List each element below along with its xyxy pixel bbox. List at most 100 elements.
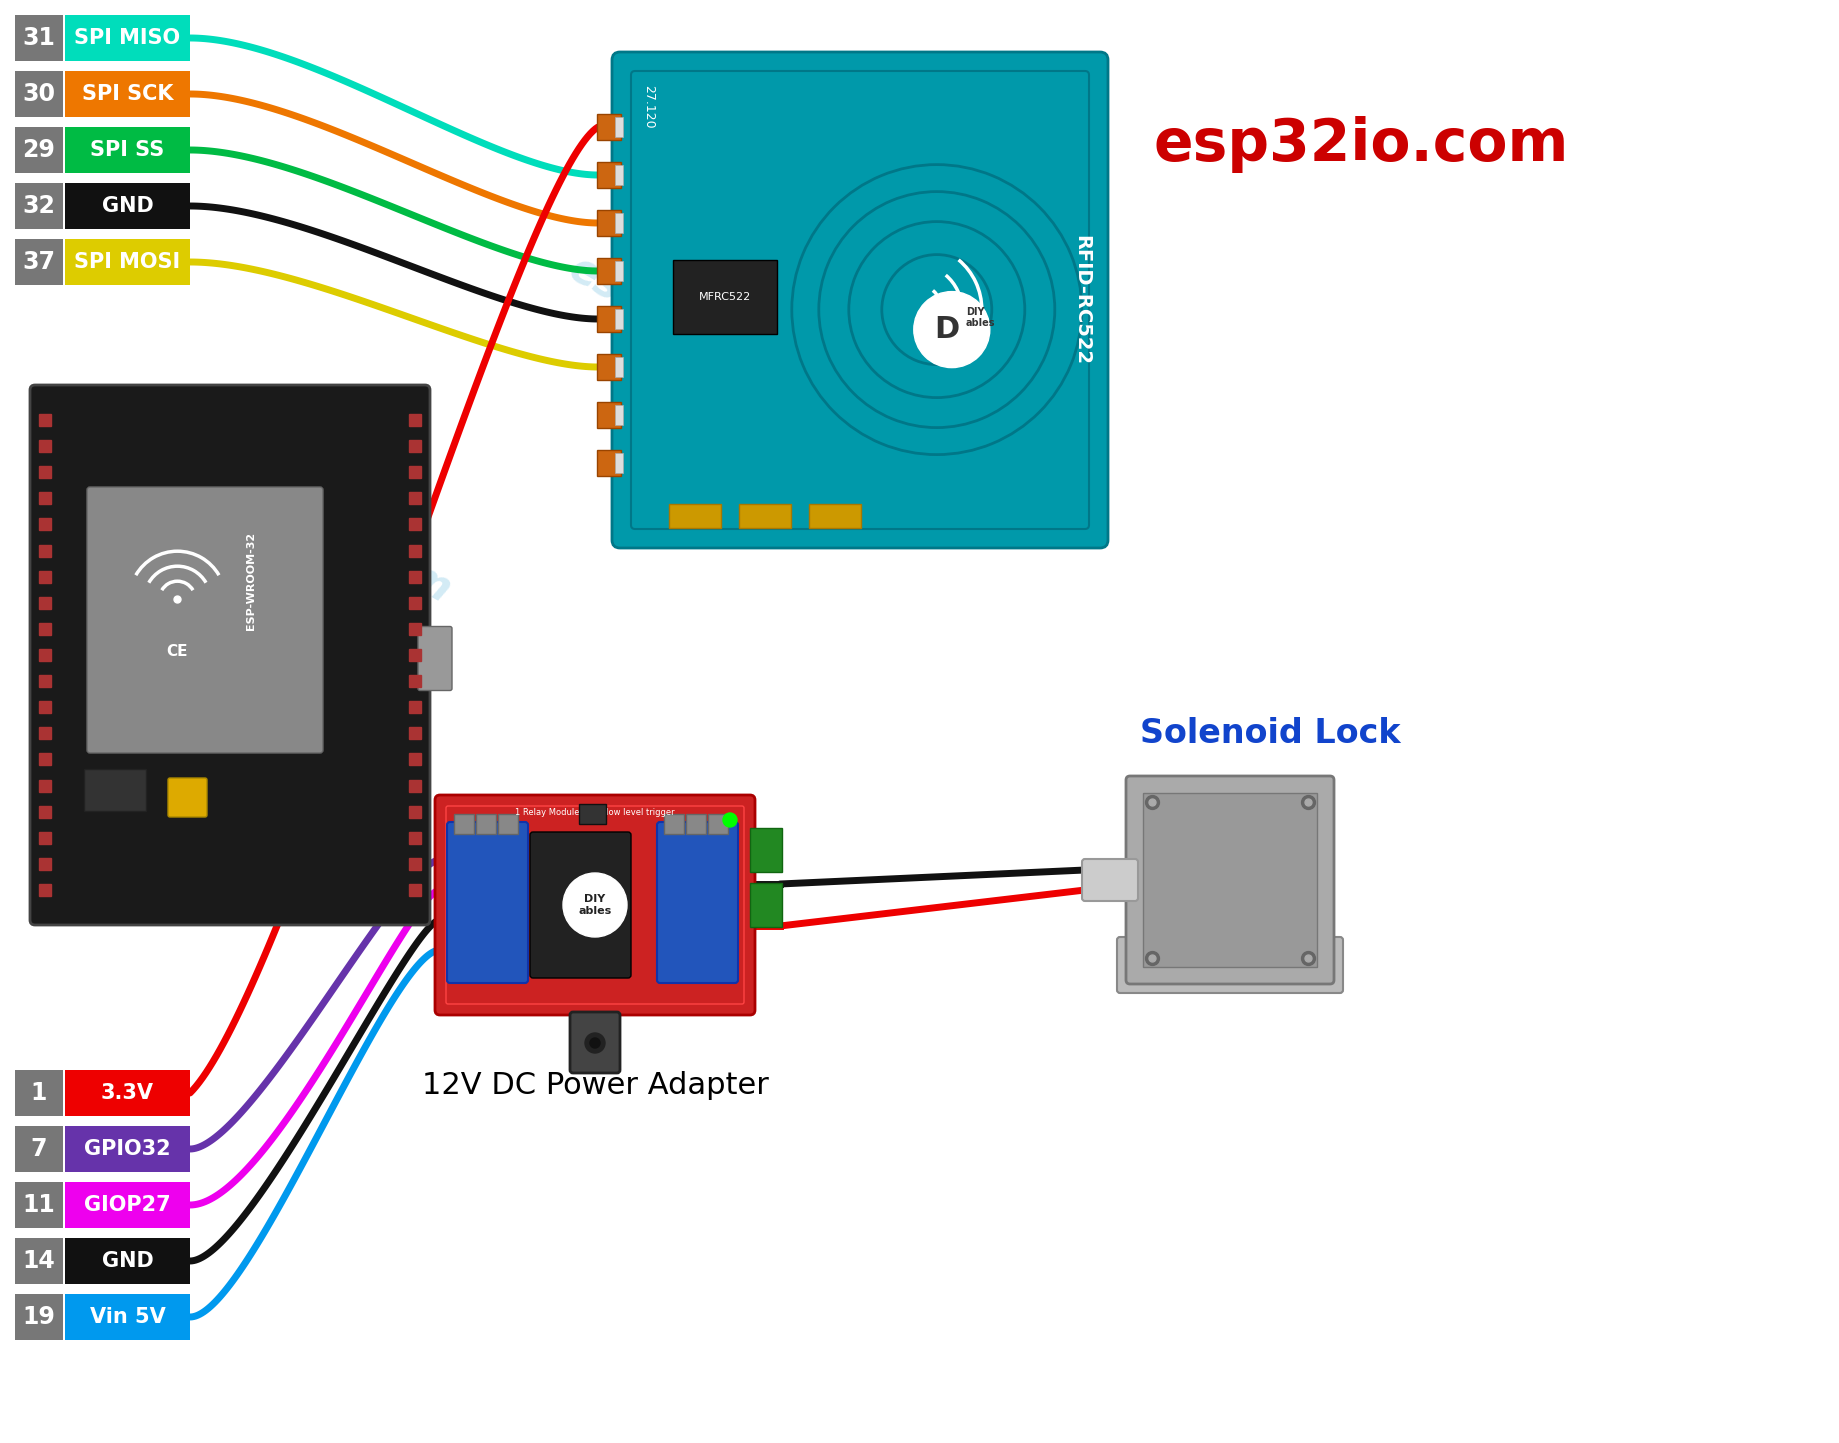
FancyBboxPatch shape [498, 814, 519, 834]
FancyBboxPatch shape [1116, 937, 1342, 993]
FancyBboxPatch shape [64, 1126, 189, 1172]
FancyBboxPatch shape [614, 309, 623, 329]
Text: SPI MISO: SPI MISO [74, 27, 180, 48]
Text: GND: GND [101, 1251, 153, 1271]
Text: GPIO32: GPIO32 [85, 1139, 171, 1159]
FancyBboxPatch shape [750, 883, 782, 926]
Text: Vin 5V: Vin 5V [90, 1307, 166, 1328]
Text: 7: 7 [31, 1137, 48, 1162]
FancyBboxPatch shape [29, 385, 430, 925]
FancyBboxPatch shape [614, 453, 623, 473]
Text: esp32io.com: esp32io.com [561, 248, 839, 433]
FancyBboxPatch shape [669, 504, 721, 528]
FancyBboxPatch shape [15, 71, 63, 117]
FancyBboxPatch shape [15, 1126, 63, 1172]
FancyBboxPatch shape [64, 240, 189, 286]
Text: 19: 19 [22, 1304, 55, 1329]
Text: RFID-RC522: RFID-RC522 [1072, 235, 1091, 365]
FancyBboxPatch shape [64, 1071, 189, 1115]
FancyBboxPatch shape [64, 1182, 189, 1228]
FancyBboxPatch shape [64, 183, 189, 229]
FancyBboxPatch shape [15, 1294, 63, 1341]
FancyBboxPatch shape [614, 117, 623, 137]
FancyBboxPatch shape [434, 795, 754, 1014]
Circle shape [723, 812, 737, 827]
Text: 1 Relay Module  high/low level trigger: 1 Relay Module high/low level trigger [515, 808, 675, 817]
Text: SPI SS: SPI SS [90, 140, 164, 160]
Text: Solenoid Lock: Solenoid Lock [1138, 717, 1399, 750]
Text: DIY
ables: DIY ables [577, 895, 611, 916]
Text: 29: 29 [22, 139, 55, 162]
Text: SPI MOSI: SPI MOSI [74, 253, 180, 271]
FancyBboxPatch shape [1081, 859, 1137, 900]
FancyBboxPatch shape [417, 626, 452, 691]
Circle shape [563, 873, 627, 937]
FancyBboxPatch shape [1142, 794, 1317, 967]
Text: 31: 31 [22, 26, 55, 51]
FancyBboxPatch shape [614, 214, 623, 232]
Text: GND: GND [101, 196, 153, 216]
FancyBboxPatch shape [596, 403, 622, 429]
Text: GIOP27: GIOP27 [85, 1195, 171, 1215]
FancyBboxPatch shape [64, 127, 189, 173]
FancyBboxPatch shape [85, 769, 145, 811]
FancyBboxPatch shape [530, 833, 631, 978]
FancyBboxPatch shape [596, 450, 622, 476]
FancyBboxPatch shape [614, 165, 623, 185]
Text: 3.3V: 3.3V [101, 1084, 154, 1102]
FancyBboxPatch shape [15, 240, 63, 286]
FancyBboxPatch shape [750, 828, 782, 872]
FancyBboxPatch shape [1125, 776, 1333, 984]
Text: 27.120: 27.120 [642, 85, 655, 128]
Text: CE: CE [167, 644, 188, 658]
FancyBboxPatch shape [86, 486, 324, 753]
FancyBboxPatch shape [476, 814, 497, 834]
FancyBboxPatch shape [167, 778, 206, 817]
Text: 11: 11 [22, 1193, 55, 1216]
FancyBboxPatch shape [686, 814, 706, 834]
Text: 1: 1 [31, 1081, 48, 1105]
Text: D: D [934, 315, 958, 343]
FancyBboxPatch shape [15, 1071, 63, 1115]
Text: DIY
ables: DIY ables [965, 307, 995, 329]
FancyBboxPatch shape [64, 14, 189, 61]
Text: esp32io.com: esp32io.com [1153, 115, 1569, 173]
FancyBboxPatch shape [15, 127, 63, 173]
FancyBboxPatch shape [64, 1294, 189, 1341]
FancyBboxPatch shape [614, 356, 623, 377]
FancyBboxPatch shape [579, 804, 605, 824]
Text: 30: 30 [22, 82, 55, 105]
Text: 32: 32 [22, 193, 55, 218]
FancyBboxPatch shape [15, 14, 63, 61]
FancyBboxPatch shape [570, 1012, 620, 1074]
FancyBboxPatch shape [15, 183, 63, 229]
FancyBboxPatch shape [596, 306, 622, 332]
Text: 37: 37 [22, 250, 55, 274]
FancyBboxPatch shape [64, 71, 189, 117]
FancyBboxPatch shape [614, 405, 623, 426]
Text: 14: 14 [22, 1250, 55, 1273]
FancyBboxPatch shape [15, 1238, 63, 1284]
FancyBboxPatch shape [596, 211, 622, 237]
FancyBboxPatch shape [708, 814, 728, 834]
FancyBboxPatch shape [596, 354, 622, 380]
Text: esp32io.com: esp32io.com [182, 427, 458, 612]
FancyBboxPatch shape [454, 814, 474, 834]
FancyBboxPatch shape [64, 1238, 189, 1284]
FancyBboxPatch shape [664, 814, 684, 834]
FancyBboxPatch shape [739, 504, 791, 528]
FancyBboxPatch shape [596, 114, 622, 140]
FancyBboxPatch shape [596, 258, 622, 284]
Text: ESP-WROOM-32: ESP-WROOM-32 [246, 532, 256, 631]
Circle shape [585, 1033, 605, 1053]
Text: SPI SCK: SPI SCK [81, 84, 173, 104]
FancyBboxPatch shape [596, 162, 622, 188]
FancyBboxPatch shape [657, 823, 737, 983]
FancyBboxPatch shape [612, 52, 1107, 548]
FancyBboxPatch shape [614, 261, 623, 281]
Circle shape [590, 1038, 600, 1048]
Text: 12V DC Power Adapter: 12V DC Power Adapter [421, 1071, 769, 1100]
Text: MFRC522: MFRC522 [699, 291, 750, 302]
FancyBboxPatch shape [15, 1182, 63, 1228]
FancyBboxPatch shape [809, 504, 861, 528]
